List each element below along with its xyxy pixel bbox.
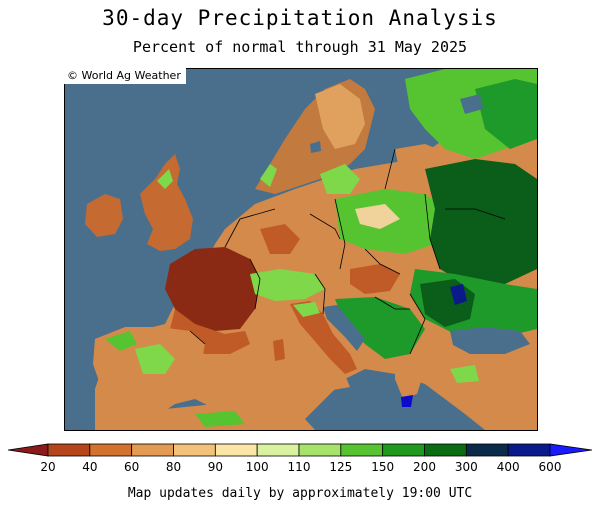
legend-swatch bbox=[507, 443, 551, 457]
ireland bbox=[85, 194, 123, 237]
iberia-green-north bbox=[105, 331, 137, 351]
legend-tick-label: 600 bbox=[539, 460, 562, 474]
country-borders bbox=[189, 148, 506, 355]
legend-tick-label: 100 bbox=[246, 460, 269, 474]
balkans-wet bbox=[335, 297, 425, 359]
legend-tick-label: 150 bbox=[371, 460, 394, 474]
norway-coast-green bbox=[260, 164, 277, 187]
legend-swatch bbox=[424, 443, 467, 457]
iberia-wet-center bbox=[135, 344, 175, 374]
legend-tick-label: 60 bbox=[124, 460, 139, 474]
sardinia bbox=[273, 339, 285, 361]
legend-tick-label: 125 bbox=[329, 460, 352, 474]
legend-swatch bbox=[298, 443, 342, 457]
corsica bbox=[275, 317, 284, 335]
legend-tick-label: 40 bbox=[82, 460, 97, 474]
scotland-green bbox=[157, 169, 173, 189]
legend-arrow-high bbox=[549, 443, 593, 457]
sweden-south-green bbox=[320, 164, 360, 194]
italy-green-north bbox=[293, 302, 320, 317]
map-canvas bbox=[65, 69, 537, 430]
legend-swatch bbox=[131, 443, 174, 457]
legend-swatch bbox=[47, 443, 91, 457]
italy bbox=[290, 301, 357, 374]
legend-tick-label: 200 bbox=[413, 460, 436, 474]
france-very-dry bbox=[165, 247, 260, 331]
legend-tick-label: 90 bbox=[208, 460, 223, 474]
poland-near-normal bbox=[355, 204, 400, 229]
map-subtitle: Percent of normal through 31 May 2025 bbox=[132, 38, 468, 56]
legend-swatch bbox=[89, 443, 133, 457]
legend-swatch bbox=[214, 443, 258, 457]
black-sea bbox=[450, 327, 530, 354]
legend-tick-label: 300 bbox=[455, 460, 478, 474]
map-credit: © World Ag Weather bbox=[64, 68, 186, 84]
legend-swatch bbox=[256, 443, 300, 457]
germany-very-dry bbox=[260, 224, 300, 254]
adriatic-sea bbox=[323, 305, 365, 351]
legend-tick-label: 20 bbox=[40, 460, 55, 474]
alps-wet bbox=[250, 269, 325, 301]
hungary-dry bbox=[350, 264, 400, 294]
ukraine-very-wet bbox=[425, 159, 537, 284]
karelia-very-wet bbox=[475, 79, 537, 149]
color-legend: 20 40 60 80 90 100 110 125 150 200 300 400 600 bbox=[7, 443, 593, 474]
legend-tick-label: 400 bbox=[497, 460, 520, 474]
north-africa-green bbox=[195, 411, 245, 427]
legend-swatch bbox=[340, 443, 384, 457]
map-footer: Map updates daily by approximately 19:00… bbox=[127, 486, 473, 501]
legend-swatch bbox=[382, 443, 425, 457]
greece-blue-spot bbox=[401, 395, 413, 407]
great-britain bbox=[140, 154, 193, 251]
sicily bbox=[320, 375, 350, 391]
lake-ladoga bbox=[460, 94, 483, 114]
legend-tick-label: 110 bbox=[288, 460, 311, 474]
legend-swatch bbox=[465, 443, 509, 457]
legend-swatch bbox=[173, 443, 216, 457]
turkey bbox=[445, 347, 537, 414]
sweden-dry-patch bbox=[315, 84, 365, 149]
legend-tick-label: 80 bbox=[166, 460, 181, 474]
lake-vanern bbox=[310, 141, 321, 153]
greece bbox=[395, 354, 425, 399]
legend-arrow-low bbox=[7, 443, 49, 457]
map-title: 30-day Precipitation Analysis bbox=[102, 6, 498, 30]
moldova-deep-wet bbox=[450, 284, 467, 305]
turkey-wet-patch bbox=[450, 365, 479, 383]
precipitation-map[interactable] bbox=[64, 68, 538, 431]
